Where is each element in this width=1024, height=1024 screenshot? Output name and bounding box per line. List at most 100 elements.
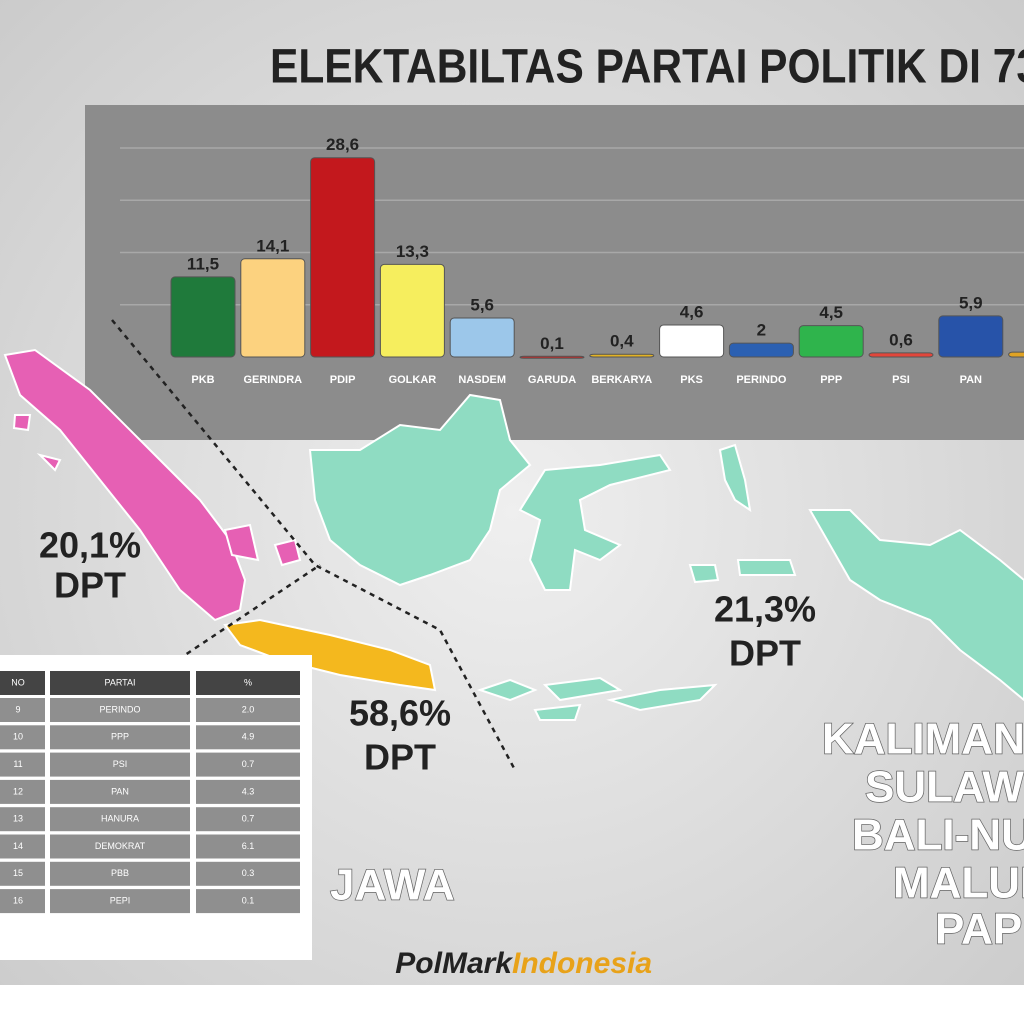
table-text: 11 bbox=[13, 759, 22, 769]
table-cell bbox=[0, 725, 45, 750]
table-cell bbox=[0, 889, 45, 914]
value-label: 5,9 bbox=[959, 293, 983, 312]
table-cell bbox=[0, 834, 45, 859]
x-tick-label: GARUDA bbox=[528, 374, 576, 386]
table-cell bbox=[196, 834, 300, 859]
region-name: PAPUA bbox=[935, 905, 1024, 954]
value-label: 2 bbox=[757, 321, 766, 340]
table-text: HANURA bbox=[101, 814, 139, 824]
value-label: 13,3 bbox=[396, 242, 429, 261]
table-cell bbox=[0, 779, 45, 804]
table-cell bbox=[50, 807, 190, 832]
table-cell bbox=[196, 752, 300, 777]
table-text: 15 bbox=[13, 868, 23, 878]
table-cell bbox=[50, 698, 190, 722]
divider-lines bbox=[111, 319, 517, 771]
region-name: MALUKU bbox=[893, 859, 1024, 908]
table-text: DEMOKRAT bbox=[95, 841, 146, 851]
region-share-unit: DPT bbox=[729, 633, 801, 674]
table-cell bbox=[196, 889, 300, 914]
chart-title: ELEKTABILTAS PARTAI POLITIK DI 73 bbox=[270, 41, 1024, 94]
table-text: 6.1 bbox=[242, 841, 255, 851]
value-label: 11,5 bbox=[187, 254, 219, 273]
value-label: 0,6 bbox=[889, 330, 913, 349]
bar bbox=[868, 352, 934, 358]
table-text: 4.9 bbox=[242, 732, 255, 742]
region-share-unit: DPT bbox=[54, 565, 126, 606]
table-cell bbox=[0, 807, 45, 832]
table-text: 9 bbox=[15, 704, 20, 714]
bar bbox=[449, 317, 515, 358]
region-name: SULAWESI bbox=[865, 763, 1024, 812]
bar-chart: 11,5 PKB 14,1 GERINDRA 28,6 PDIP 13,3 GOLKAR 5,6… bbox=[120, 135, 1024, 386]
x-tick-label: BERKARYA bbox=[591, 374, 652, 386]
table-header-cell bbox=[50, 671, 190, 695]
region-share: 58,6% bbox=[349, 693, 451, 734]
value-label: 28,6 bbox=[326, 135, 359, 154]
table-cell bbox=[50, 861, 190, 886]
table-text: PERINDO bbox=[99, 704, 140, 714]
value-label: 4,6 bbox=[680, 302, 704, 321]
bar bbox=[170, 276, 236, 358]
table-header: PARTAI bbox=[104, 677, 135, 687]
table-text: 0.7 bbox=[242, 759, 255, 769]
table-text: 14 bbox=[13, 841, 23, 851]
table-cell bbox=[50, 889, 190, 914]
table-cell bbox=[0, 861, 45, 886]
bar bbox=[938, 315, 1004, 358]
map bbox=[3, 348, 1024, 721]
table-text: 2.0 bbox=[242, 704, 255, 714]
bar bbox=[1008, 351, 1024, 358]
table-header: NO bbox=[11, 677, 25, 687]
x-tick-label: PKB bbox=[191, 374, 214, 386]
value-label: 0,1 bbox=[540, 334, 564, 353]
table-text: 0.3 bbox=[242, 868, 255, 878]
footer-band bbox=[0, 985, 1024, 1024]
region-name: KALIMANTAN bbox=[822, 715, 1024, 764]
table-cell bbox=[196, 698, 300, 722]
table-text: PPP bbox=[111, 732, 129, 742]
x-tick-label: GERINDRA bbox=[243, 374, 302, 386]
bar bbox=[798, 325, 864, 358]
table-text: PEPI bbox=[110, 895, 131, 905]
logo-part: Indonesia bbox=[512, 947, 652, 980]
bar bbox=[728, 342, 794, 358]
table-text: 4.3 bbox=[242, 786, 255, 796]
x-tick-label: PERINDO bbox=[736, 374, 787, 386]
table-text: PBB bbox=[111, 868, 129, 878]
region-name: JAWA bbox=[330, 861, 455, 910]
table-text: 13 bbox=[13, 814, 23, 824]
party-table: NO PARTAI % 9 PERINDO 2.0 10 PPP 4.9 11 PSI 0.7 12 PA… bbox=[0, 671, 300, 914]
table-cell bbox=[0, 752, 45, 777]
x-tick-label: PDIP bbox=[330, 374, 356, 386]
x-tick-label: PAN bbox=[960, 374, 982, 386]
table-text: PSI bbox=[113, 759, 128, 769]
table-text: PAN bbox=[111, 786, 129, 796]
region-share-unit: DPT bbox=[364, 737, 436, 778]
table-header-cell bbox=[196, 671, 300, 695]
table-cell bbox=[50, 834, 190, 859]
x-tick-label: NASDEM bbox=[458, 374, 506, 386]
logo-part: PolMark bbox=[395, 947, 513, 980]
x-tick-label: PSI bbox=[892, 374, 910, 386]
bar bbox=[310, 157, 376, 358]
table-cell bbox=[196, 779, 300, 804]
table-cell bbox=[196, 807, 300, 832]
table-cell bbox=[0, 698, 45, 722]
region-name: BALI-NUSRA bbox=[852, 811, 1024, 860]
x-tick-label: GOLKAR bbox=[389, 374, 437, 386]
bar bbox=[589, 353, 655, 358]
table-cell bbox=[196, 725, 300, 750]
value-label: 5,6 bbox=[470, 295, 494, 314]
value-label: 4,5 bbox=[819, 303, 843, 322]
table-text: 0.1 bbox=[242, 895, 255, 905]
bar bbox=[240, 258, 306, 358]
bar bbox=[519, 355, 585, 359]
table-cell bbox=[50, 779, 190, 804]
value-label: 0,4 bbox=[610, 332, 634, 351]
table-cell bbox=[196, 861, 300, 886]
bar bbox=[659, 324, 725, 358]
region-share: 21,3% bbox=[714, 589, 816, 630]
value-label: 14,1 bbox=[256, 236, 289, 255]
